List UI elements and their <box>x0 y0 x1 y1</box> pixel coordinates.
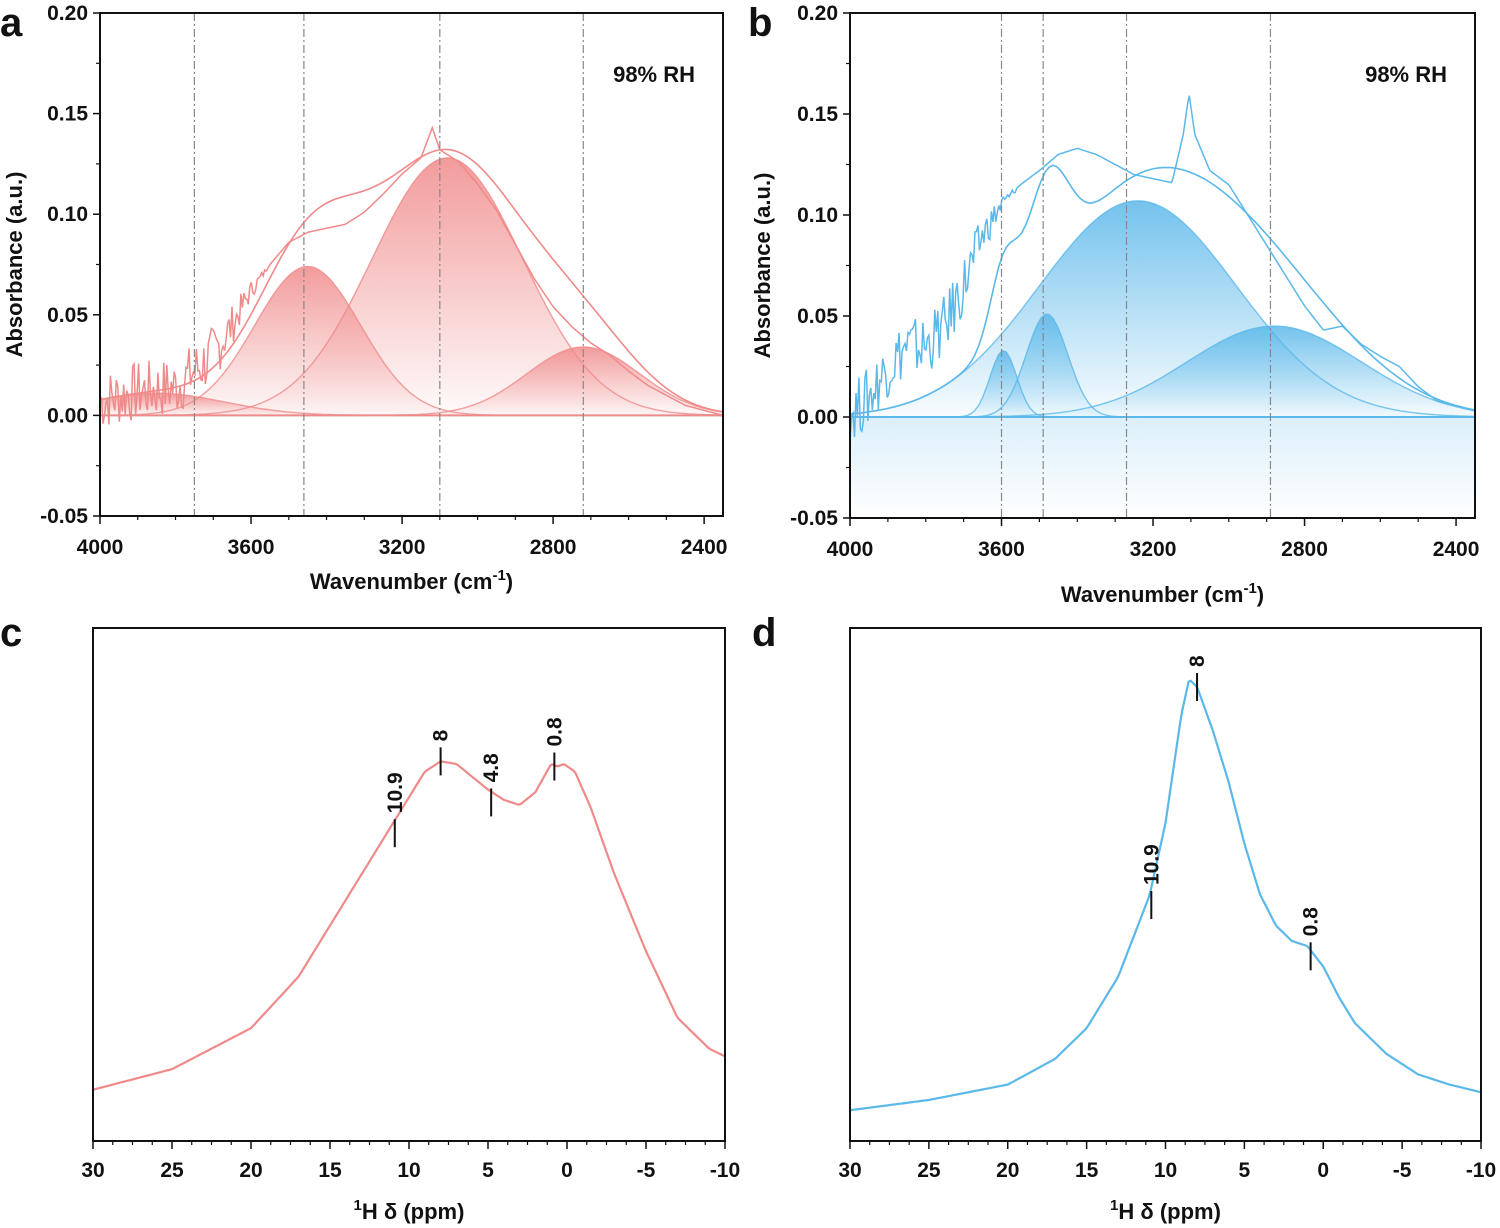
y-tick-label: 0.15 <box>797 103 838 126</box>
plot-frame <box>92 627 726 1142</box>
y-tick-label: 0.05 <box>797 305 838 328</box>
y-tick-label: 0.05 <box>47 304 88 327</box>
x-tick-label: 0 <box>1317 1159 1329 1182</box>
x-axis-title: Wavenumber (cm-1) <box>310 567 513 594</box>
x-tick-label: -10 <box>1466 1159 1496 1182</box>
x-tick-label: 20 <box>996 1159 1019 1182</box>
fitted-peak-area <box>850 200 1475 417</box>
x-tick-label: 5 <box>1239 1159 1251 1182</box>
x-axis-title: 1H δ (ppm) <box>1110 1197 1221 1224</box>
plot-area-a <box>100 125 723 425</box>
x-tick-label: 4000 <box>77 536 124 559</box>
fitted-peak-area <box>100 266 723 416</box>
panel-c: 10.9 8 4.8 0.8 30 25 20 15 10 5 0 -5 -10 1H δ (ppm) c <box>0 611 740 1224</box>
x-axis-title: Wavenumber (cm-1) <box>1061 580 1264 607</box>
x-tick-label: 15 <box>1075 1159 1099 1182</box>
x-tick-label: -10 <box>710 1159 740 1182</box>
cumulative-fit-line <box>850 164 1475 415</box>
y-tick-label: 0.20 <box>47 2 88 25</box>
x-tick-label: 30 <box>838 1159 861 1182</box>
x-tick-label: 3200 <box>379 536 426 559</box>
x-tick-label: 0 <box>561 1159 573 1182</box>
measured-spectrum-line <box>100 125 723 425</box>
y-tick-label: -0.05 <box>790 507 838 530</box>
y-tick-label: 0.10 <box>797 204 838 227</box>
plot-frame <box>849 12 1476 519</box>
x-tick-label: 30 <box>81 1159 104 1182</box>
peak-label: 8 <box>430 729 453 741</box>
peak-label: 8 <box>1186 655 1209 667</box>
y-axis-title: Absorbance (a.u.) <box>2 172 27 358</box>
y-tick-label: 0.15 <box>47 103 88 126</box>
x-tick-label: 2800 <box>1281 538 1328 561</box>
x-tick-label: 2400 <box>1433 538 1480 561</box>
humidity-annotation: 98% RH <box>613 62 695 87</box>
panel-label: d <box>752 611 776 655</box>
y-tick-label: 0.00 <box>797 406 838 429</box>
nmr-spectrum-line <box>850 679 1481 1112</box>
fitted-peak-area <box>100 347 723 416</box>
x-tick-label: 20 <box>239 1159 262 1182</box>
plot-area-b <box>850 95 1475 518</box>
x-tick-label: 3600 <box>228 536 275 559</box>
x-tick-label: 3600 <box>978 538 1025 561</box>
peak-label: 10.9 <box>1140 844 1163 885</box>
panel-label: b <box>748 1 772 45</box>
plot-area-c <box>93 760 725 1091</box>
measured-spectrum-line <box>850 95 1475 443</box>
x-tick-label: 5 <box>482 1159 494 1182</box>
x-axis-title: 1H δ (ppm) <box>354 1197 465 1224</box>
x-tick-label: 25 <box>917 1159 941 1182</box>
peak-label: 0.8 <box>543 717 566 747</box>
y-tick-label: 0.10 <box>47 203 88 226</box>
panel-a: -0.05 0.00 0.05 0.10 0.15 0.20 Absorbance (a.u… <box>0 1 727 594</box>
y-tick-label: 0.00 <box>47 404 88 427</box>
fitted-peak-area <box>850 326 1475 417</box>
baseline-wash <box>850 417 1475 518</box>
panel-label: c <box>0 611 22 655</box>
panel-d: 10.9 8 0.8 30 25 20 15 10 5 0 -5 -10 1H δ (ppm) d <box>752 611 1496 1224</box>
x-tick-label: 4000 <box>827 538 874 561</box>
y-tick-label: -0.05 <box>40 505 88 528</box>
x-tick-label: -5 <box>637 1159 656 1182</box>
panel-label: a <box>0 1 23 45</box>
plot-frame <box>99 12 724 517</box>
peak-label: 10.9 <box>384 772 407 813</box>
x-tick-label: 2400 <box>681 536 728 559</box>
nmr-spectrum-line <box>93 760 725 1091</box>
x-tick-label: 2800 <box>530 536 577 559</box>
peak-label: 4.8 <box>480 753 503 783</box>
x-tick-label: 10 <box>1154 1159 1177 1182</box>
cumulative-fit-line <box>100 148 723 413</box>
x-tick-label: 3200 <box>1130 538 1177 561</box>
y-tick-label: 0.20 <box>797 2 838 25</box>
x-tick-label: 15 <box>318 1159 342 1182</box>
plot-area-d <box>850 679 1481 1112</box>
x-tick-label: 10 <box>397 1159 420 1182</box>
plot-frame <box>849 627 1482 1142</box>
humidity-annotation: 98% RH <box>1365 62 1447 87</box>
panel-b: -0.05 0.00 0.05 0.10 0.15 0.20 Absorbance (a.u… <box>748 1 1479 607</box>
y-axis-title: Absorbance (a.u.) <box>750 173 775 359</box>
x-tick-label: 25 <box>160 1159 184 1182</box>
peak-label: 0.8 <box>1300 907 1323 937</box>
x-tick-label: -5 <box>1393 1159 1412 1182</box>
